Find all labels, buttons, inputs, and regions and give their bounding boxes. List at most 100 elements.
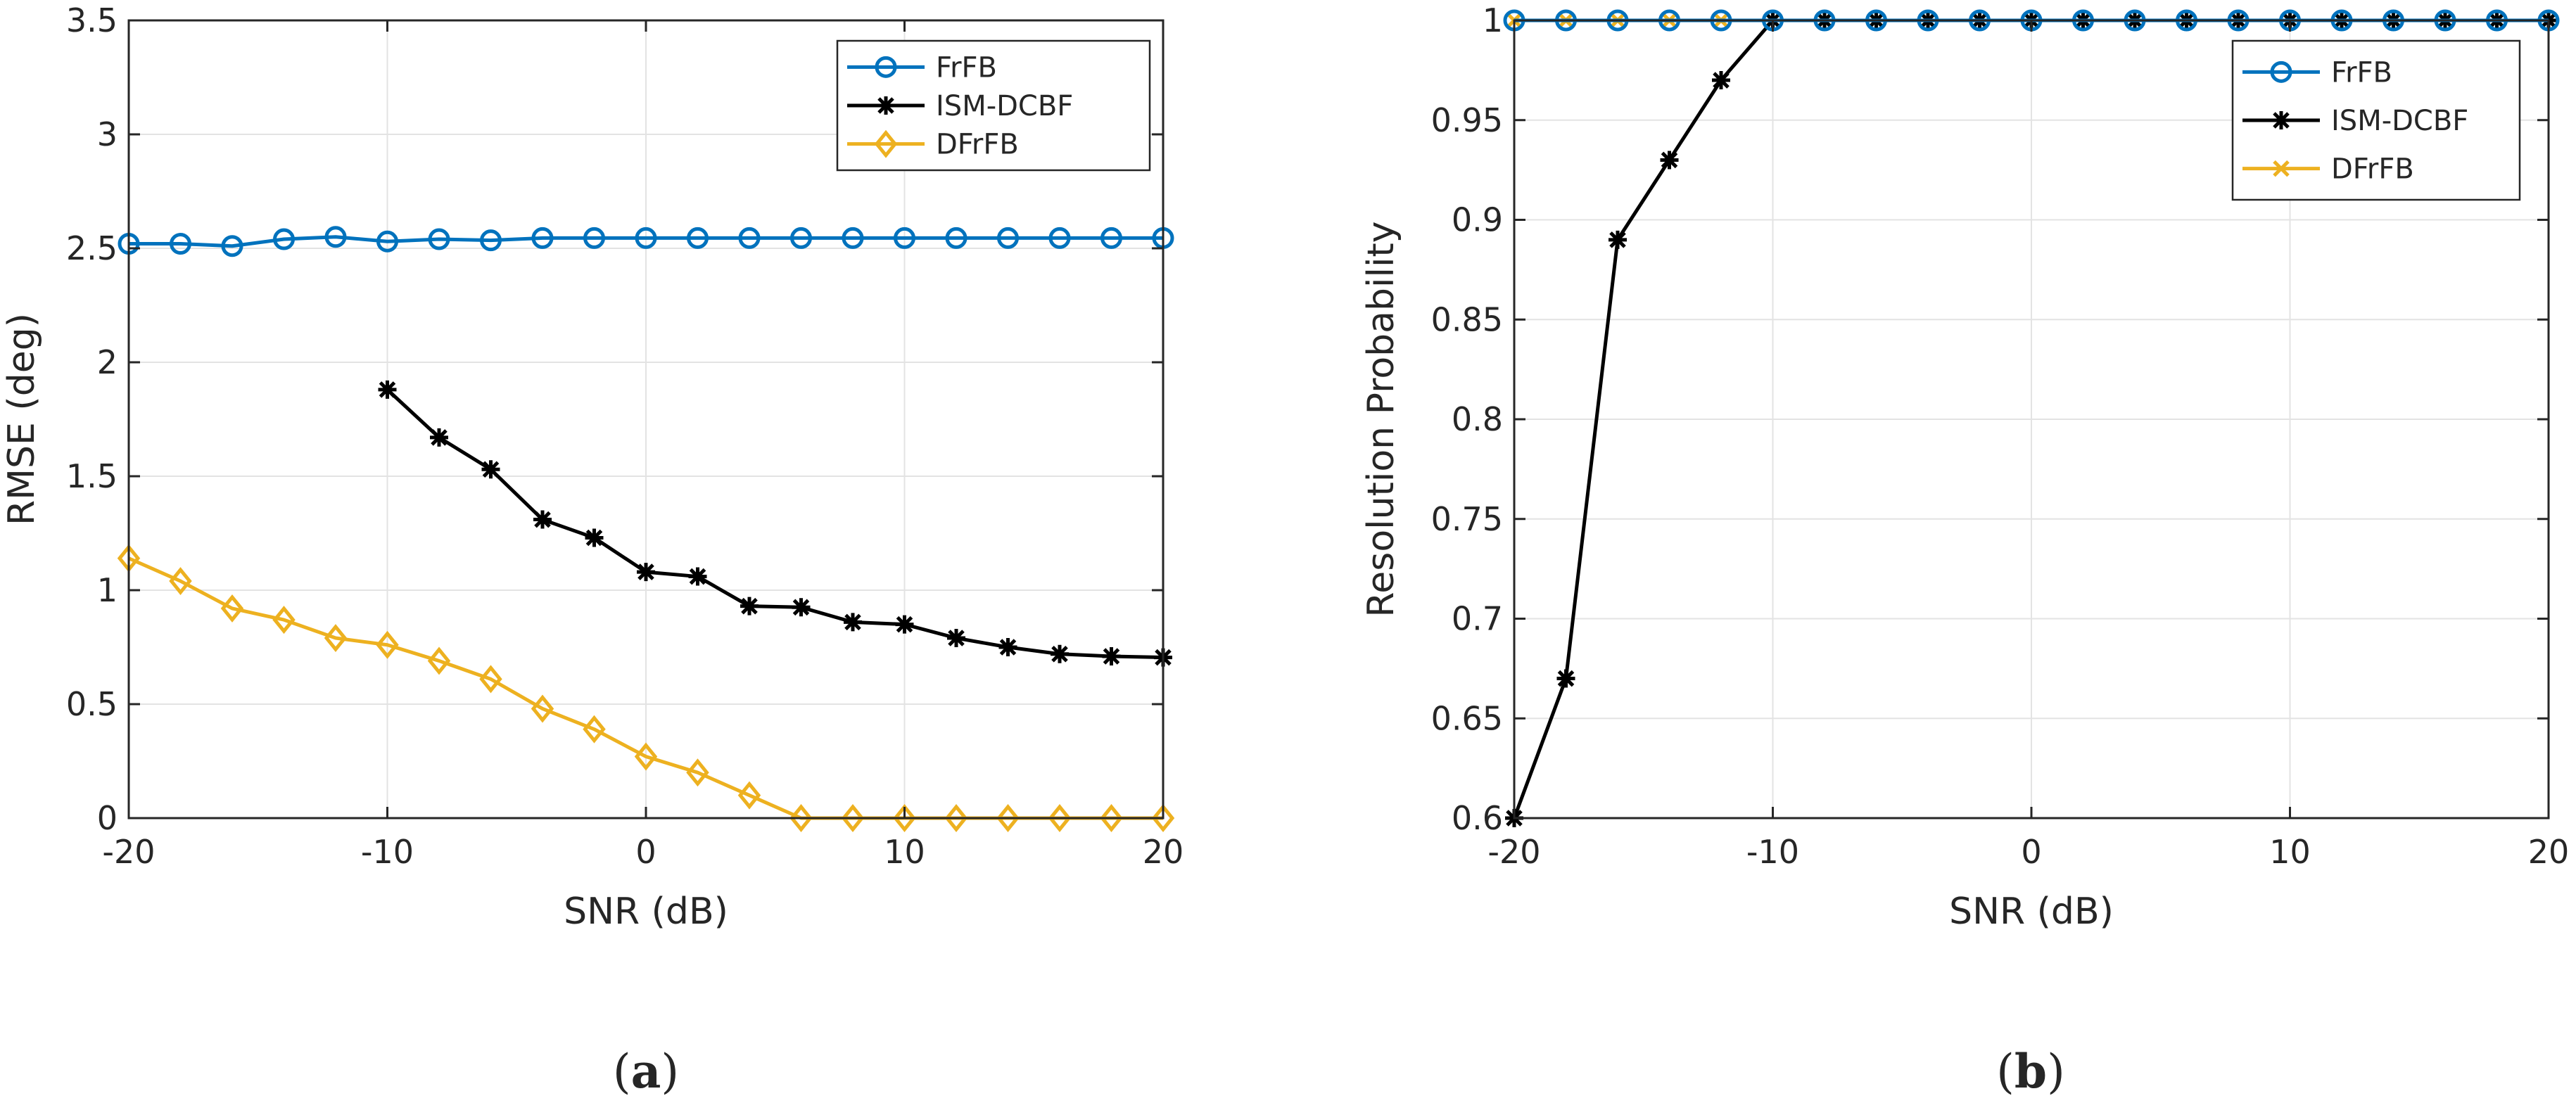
data-point-frfb: [635, 227, 657, 249]
legend-label: FrFB: [2331, 56, 2392, 89]
x-tick-label: 20: [1143, 833, 1184, 871]
y-tick-label: 3: [97, 115, 118, 153]
x-axis-label: SNR (dB): [564, 891, 728, 933]
data-point-dfrfb: [583, 715, 606, 744]
legend-label: DFrFB: [936, 129, 1019, 161]
data-point-ism-dcbf: [637, 563, 655, 582]
y-tick-label: 0.65: [1431, 699, 1503, 737]
x-axis-label: SNR (dB): [1949, 891, 2114, 933]
legend-item-frfb: FrFB: [2242, 56, 2392, 89]
data-point-dfrfb: [634, 742, 658, 771]
data-point-dfrfb: [1100, 804, 1123, 832]
x-tick-label: -20: [1487, 833, 1540, 871]
data-point-frfb: [428, 228, 450, 250]
y-tick-label: 0.9: [1452, 201, 1503, 239]
x-tick-label: -10: [361, 833, 414, 871]
y-tick-label: 0.95: [1431, 101, 1503, 139]
data-point-ism-dcbf: [585, 528, 604, 547]
data-point-ism-dcbf: [1102, 646, 1121, 665]
series-ism-dcbf: [378, 380, 1172, 667]
data-point-frfb: [894, 227, 915, 249]
data-point-frfb: [583, 227, 605, 249]
y-tick-label: 1: [1483, 1, 1503, 39]
legend-marker: [874, 129, 898, 158]
data-point-frfb: [324, 226, 347, 248]
series-line-frfb: [129, 235, 1163, 248]
y-tick-label: 0.85: [1431, 300, 1503, 338]
y-tick-label: 0.6: [1452, 799, 1503, 837]
data-point-dfrfb: [996, 804, 1020, 832]
data-point-frfb: [221, 235, 243, 257]
legend-label: DFrFB: [2331, 153, 2414, 186]
y-tick-label: 3.5: [66, 1, 118, 39]
y-tick-label: 0.7: [1452, 600, 1503, 638]
data-point-frfb: [273, 228, 295, 250]
data-point-dfrfb: [841, 804, 865, 832]
data-point-frfb: [1100, 227, 1122, 249]
data-point-ism-dcbf: [1660, 151, 1679, 170]
legend-marker: [2270, 60, 2292, 83]
data-point-dfrfb: [1151, 804, 1175, 832]
legend-item-frfb: FrFB: [847, 51, 997, 84]
data-point-dfrfb: [324, 624, 348, 653]
legend-label: ISM-DCBF: [2331, 105, 2468, 137]
legend-item-dfrfb: DFrFB: [847, 129, 1019, 161]
panel-label: (b): [1996, 1044, 2065, 1099]
panel-label: (a): [613, 1044, 679, 1099]
data-point-frfb: [480, 229, 502, 252]
x-tick-label: 10: [884, 833, 925, 871]
legend-item-ism-dcbf: ISM-DCBF: [847, 90, 1073, 122]
legend-marker: [2273, 160, 2290, 177]
data-point-frfb: [687, 227, 709, 249]
legend-item-dfrfb: DFrFB: [2242, 153, 2414, 186]
data-point-frfb: [531, 227, 554, 249]
data-point-ism-dcbf: [1556, 669, 1575, 688]
data-point-dfrfb: [1048, 804, 1072, 832]
y-tick-label: 0.75: [1431, 500, 1503, 538]
y-tick-label: 1.5: [66, 457, 118, 495]
x-tick-label: -10: [1746, 833, 1799, 871]
x-tick-label: 0: [635, 833, 656, 871]
legend-item-ism-dcbf: ISM-DCBF: [2242, 105, 2468, 137]
series-line-ism-dcbf: [386, 388, 1164, 660]
data-point-dfrfb: [686, 758, 709, 787]
y-axis-label: Resolution Probability: [1360, 221, 1402, 617]
data-point-ism-dcbf: [1712, 71, 1730, 90]
data-point-dfrfb: [376, 630, 399, 659]
data-point-frfb: [997, 227, 1019, 249]
legend: FrFB ISM-DCBF DFrFB: [2231, 39, 2521, 201]
data-point-ism-dcbf: [378, 380, 397, 399]
data-point-ism-dcbf: [481, 460, 500, 479]
y-axis-label: RMSE (deg): [1, 313, 43, 525]
chart-panel-a: -20 -10 0 10 20 0 0.5 1 1.5 2 2.5 3 3.5 SNR (dB) RMSE …: [1, 1, 1184, 1099]
data-point-dfrfb: [531, 694, 554, 723]
y-tick-label: 0.5: [66, 685, 118, 723]
chart-panel-b: -20 -10 0 10 20 0.6 0.65 0.7 0.75 0.8 0.85 0.9 0.95 1…: [1360, 1, 2569, 1099]
data-point-frfb: [170, 233, 191, 255]
legend-label: ISM-DCBF: [936, 90, 1073, 122]
legend-label: FrFB: [936, 51, 997, 84]
data-point-ism-dcbf: [895, 615, 914, 634]
legend: FrFB ISM-DCBF DFrFB: [836, 39, 1151, 172]
data-point-ism-dcbf: [844, 613, 862, 632]
data-point-dfrfb: [737, 781, 761, 810]
data-point-ism-dcbf: [1051, 644, 1069, 663]
data-point-frfb: [945, 227, 967, 249]
data-point-frfb: [1048, 227, 1071, 249]
data-point-dfrfb: [272, 606, 296, 635]
legend-marker: [2272, 111, 2290, 129]
x-tick-label: 10: [2269, 833, 2311, 871]
y-tick-label: 0: [97, 799, 118, 837]
y-tick-label: 2.5: [66, 229, 118, 267]
data-point-dfrfb: [479, 665, 502, 694]
data-point-ism-dcbf: [740, 597, 759, 616]
data-point-dfrfb: [220, 594, 244, 623]
data-point-ism-dcbf: [792, 598, 811, 617]
data-point-frfb: [842, 227, 864, 249]
legend-marker: [875, 56, 897, 78]
y-tick-label: 2: [97, 343, 118, 381]
data-point-dfrfb: [789, 804, 813, 832]
x-tick-label: 0: [2021, 833, 2041, 871]
data-point-ism-dcbf: [1609, 230, 1627, 249]
